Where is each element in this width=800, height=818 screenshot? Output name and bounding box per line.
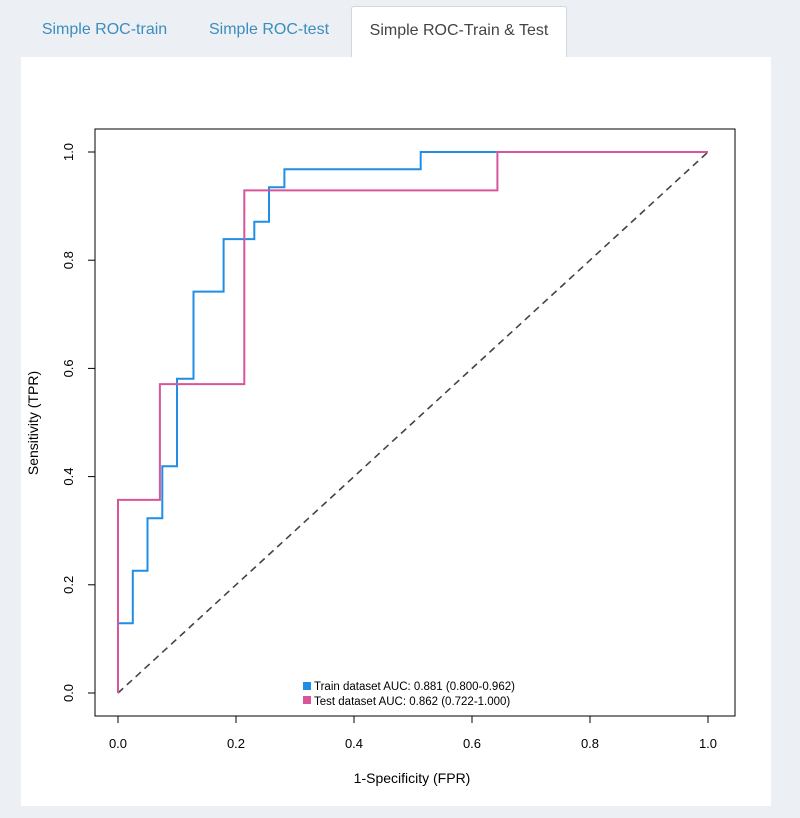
x-tick-label: 0.6 — [463, 736, 481, 751]
y-tick-label: 0.6 — [61, 359, 76, 377]
y-axis-label: Sensitivity (TPR) — [25, 371, 41, 475]
x-tick-label: 0.0 — [109, 736, 127, 751]
x-tick-label: 0.2 — [227, 736, 245, 751]
tab-simple-roc-train-test[interactable]: Simple ROC-Train & Test — [351, 6, 567, 58]
roc-chart: 0.0 0.2 0.4 0.6 0.8 1.0 0.0 0.2 0.4 0.6 0.8 1.0 1-S… — [25, 128, 736, 786]
y-tick-label: 0.8 — [61, 251, 76, 269]
roc-curve-train — [117, 151, 708, 693]
x-tick-label: 1.0 — [699, 736, 717, 751]
x-tick-label: 0.4 — [345, 736, 363, 751]
roc-curve-test — [117, 151, 708, 693]
y-tick-label: 1.0 — [61, 143, 76, 161]
legend: Train dataset AUC: 0.881 (0.800-0.962) T… — [303, 681, 515, 708]
reference-diagonal-line — [117, 151, 709, 694]
y-tick-label: 0.4 — [61, 468, 76, 486]
legend-swatch-test — [303, 696, 311, 704]
tab-simple-roc-train[interactable]: Simple ROC-train — [41, 21, 168, 38]
legend-label-train: Train dataset AUC: 0.881 (0.800-0.962) — [314, 681, 515, 693]
y-tick-label: 0.2 — [61, 576, 76, 594]
tab-bar: Simple ROC-train Simple ROC-test Simple … — [0, 0, 800, 58]
y-tick-label: 0.0 — [61, 684, 76, 702]
x-tick-label: 0.8 — [581, 736, 599, 751]
legend-swatch-train — [303, 682, 311, 690]
x-axis-label: 1-Specificity (FPR) — [354, 770, 471, 786]
tab-simple-roc-test[interactable]: Simple ROC-test — [208, 21, 330, 38]
tab-content-panel: 0.0 0.2 0.4 0.6 0.8 1.0 0.0 0.2 0.4 0.6 0.8 1.0 1-S… — [21, 57, 771, 806]
legend-label-test: Test dataset AUC: 0.862 (0.722-1.000) — [314, 696, 510, 708]
plot-frame — [94, 128, 736, 717]
